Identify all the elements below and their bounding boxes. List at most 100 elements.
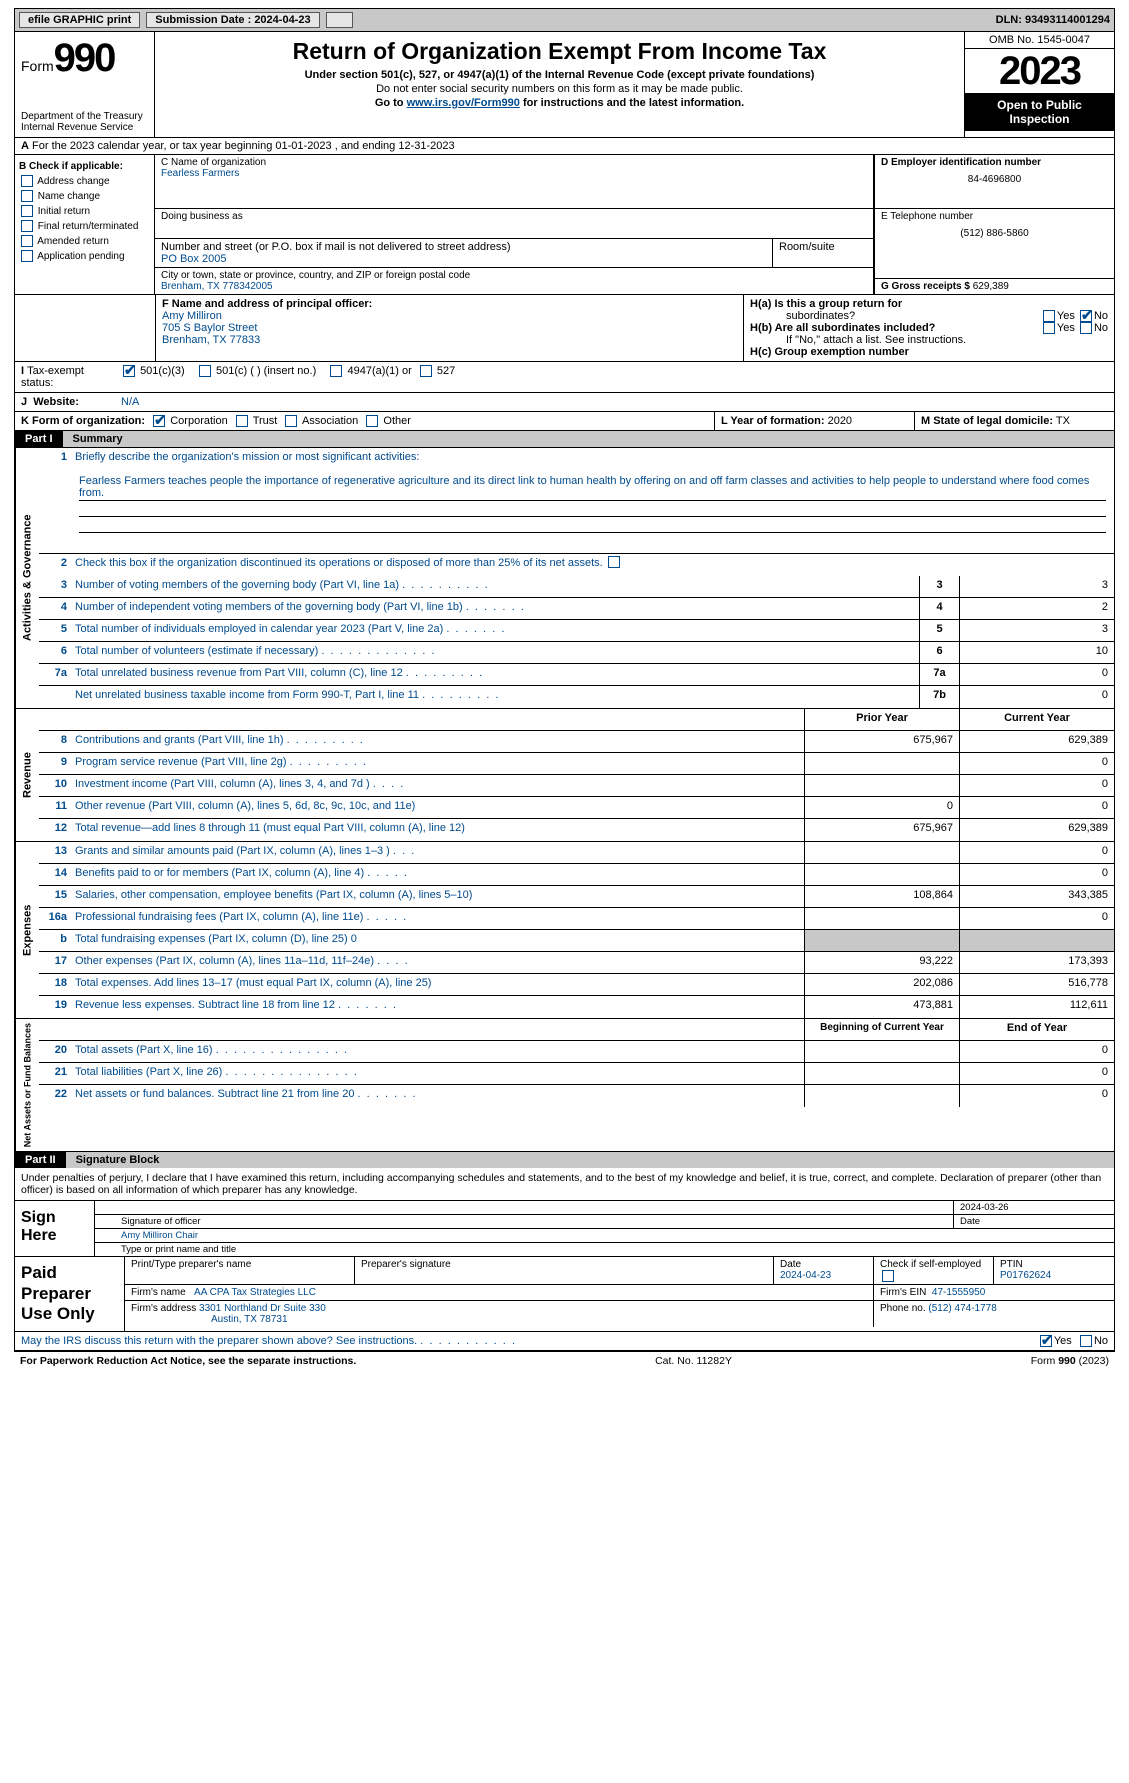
discuss-no-checkbox[interactable] — [1080, 1335, 1092, 1347]
final-return-checkbox[interactable] — [21, 220, 33, 232]
line-19-label: Revenue less expenses. Subtract line 18 … — [75, 999, 335, 1011]
line-22-prior — [804, 1085, 959, 1107]
ein-label: D Employer identification number — [881, 157, 1108, 168]
line-a: A For the 2023 calendar year, or tax yea… — [14, 138, 1115, 155]
line-21-current: 0 — [959, 1063, 1114, 1084]
submission-date-button[interactable]: Submission Date : 2024-04-23 — [146, 12, 319, 28]
form-org-row: K Form of organization: Corporation Trus… — [14, 412, 1115, 431]
self-employed-label: Check if self-employed — [880, 1259, 981, 1270]
line-12-label: Total revenue—add lines 8 through 11 (mu… — [75, 822, 465, 834]
phone-value: (512) 886-5860 — [881, 222, 1108, 239]
assoc-checkbox[interactable] — [285, 415, 297, 427]
line-17-prior: 93,222 — [804, 952, 959, 973]
mission-blank-3 — [79, 533, 1106, 549]
line-16b-current — [959, 930, 1114, 951]
hb-yes-checkbox[interactable] — [1043, 322, 1055, 334]
line-5-label: Total number of individuals employed in … — [75, 623, 443, 635]
line-15-prior: 108,864 — [804, 886, 959, 907]
line-14-prior — [804, 864, 959, 885]
prep-date: 2024-04-23 — [780, 1270, 831, 1281]
current-year-header: Current Year — [959, 709, 1114, 730]
line-18-current: 516,778 — [959, 974, 1114, 995]
501c-checkbox[interactable] — [199, 365, 211, 377]
city-label: City or town, state or province, country… — [161, 270, 867, 281]
firm-addr-label: Firm's address — [131, 1303, 196, 1314]
initial-return-checkbox[interactable] — [21, 205, 33, 217]
street-addr: PO Box 2005 — [161, 253, 766, 265]
phone-label: E Telephone number — [881, 211, 1108, 222]
ha-no-checkbox[interactable] — [1080, 310, 1092, 322]
line-14-label: Benefits paid to or for members (Part IX… — [75, 867, 364, 879]
form-footer-num: 990 — [1058, 1355, 1076, 1367]
corp-label: Corporation — [170, 415, 227, 427]
line-12-prior: 675,967 — [804, 819, 959, 841]
form-footer-year: (2023) — [1076, 1355, 1109, 1367]
line-9-label: Program service revenue (Part VIII, line… — [75, 756, 287, 768]
website-value: N/A — [115, 393, 145, 411]
line-19-prior: 473,881 — [804, 996, 959, 1018]
omb-number: OMB No. 1545-0047 — [965, 32, 1114, 49]
527-checkbox[interactable] — [420, 365, 432, 377]
cat-no: Cat. No. 11282Y — [655, 1355, 732, 1367]
corp-checkbox[interactable] — [153, 415, 165, 427]
room-suite-label: Room/suite — [773, 239, 873, 267]
blank-button[interactable] — [326, 12, 353, 28]
ptin-value: P01762624 — [1000, 1270, 1051, 1281]
sig-date: 2024-03-26 — [954, 1201, 1114, 1214]
sig-date-label: Date — [954, 1215, 1114, 1228]
other-checkbox[interactable] — [366, 415, 378, 427]
dln-label: DLN: 93493114001294 — [996, 14, 1110, 26]
line-10-label: Investment income (Part VIII, column (A)… — [75, 778, 370, 790]
hb-label: H(b) Are all subordinates included? — [750, 322, 935, 334]
line-11-label: Other revenue (Part VIII, column (A), li… — [75, 800, 415, 812]
hb-no-checkbox[interactable] — [1080, 322, 1092, 334]
officer-addr1: 705 S Baylor Street — [162, 322, 737, 334]
discuss-yes-checkbox[interactable] — [1040, 1335, 1052, 1347]
line-22-label: Net assets or fund balances. Subtract li… — [75, 1088, 354, 1100]
efile-print-button[interactable]: efile GRAPHIC print — [19, 12, 140, 28]
name-change-checkbox[interactable] — [21, 190, 33, 202]
firm-name: AA CPA Tax Strategies LLC — [194, 1287, 316, 1298]
501c-label: 501(c) ( ) (insert no.) — [216, 365, 316, 377]
ein-value: 84-4696800 — [881, 168, 1108, 185]
firm-phone: (512) 474-1778 — [928, 1303, 996, 1314]
line-11-current: 0 — [959, 797, 1114, 818]
preparer-sig-label: Preparer's signature — [355, 1257, 774, 1284]
side-revenue: Revenue — [15, 709, 39, 841]
form-number: 990 — [54, 36, 115, 80]
501c3-checkbox[interactable] — [123, 365, 135, 377]
perjury-text: Under penalties of perjury, I declare th… — [15, 1168, 1114, 1201]
arrow-icon-2 — [95, 1229, 115, 1242]
org-name-label: C Name of organization — [161, 157, 867, 168]
trust-checkbox[interactable] — [236, 415, 248, 427]
self-employed-checkbox[interactable] — [882, 1270, 894, 1282]
line-7b-label: Net unrelated business taxable income fr… — [75, 689, 419, 701]
irs-link[interactable]: www.irs.gov/Form990 — [407, 97, 520, 109]
address-change-checkbox[interactable] — [21, 175, 33, 187]
year-formation-value: 2020 — [828, 415, 852, 427]
4947-checkbox[interactable] — [330, 365, 342, 377]
line-9-current: 0 — [959, 753, 1114, 774]
ha-label: H(a) Is this a group return for — [750, 298, 902, 310]
app-pending-checkbox[interactable] — [21, 250, 33, 262]
amended-return-checkbox[interactable] — [21, 235, 33, 247]
irs-label: Internal Revenue Service — [21, 122, 148, 133]
pra-notice: For Paperwork Reduction Act Notice, see … — [20, 1355, 356, 1367]
part-2-header: Part II — [15, 1152, 66, 1168]
open-inspection: Open to Public Inspection — [965, 94, 1114, 131]
amended-return-label: Amended return — [37, 236, 109, 247]
part-2: Part II Signature Block Under penalties … — [14, 1152, 1115, 1350]
527-label: 527 — [437, 365, 455, 377]
line-17-label: Other expenses (Part IX, column (A), lin… — [75, 955, 374, 967]
form-word: Form — [21, 58, 54, 74]
ha-yes-checkbox[interactable] — [1043, 310, 1055, 322]
prep-date-label: Date — [780, 1259, 801, 1270]
line-2-checkbox[interactable] — [608, 556, 620, 568]
assoc-label: Association — [302, 415, 358, 427]
form-footer-label: Form — [1031, 1355, 1058, 1367]
dept-treasury: Department of the Treasury — [21, 111, 148, 122]
sign-here-label: Sign Here — [15, 1201, 95, 1256]
line-6-value: 10 — [959, 642, 1114, 663]
trust-label: Trust — [253, 415, 278, 427]
arrow-icon — [95, 1201, 115, 1214]
